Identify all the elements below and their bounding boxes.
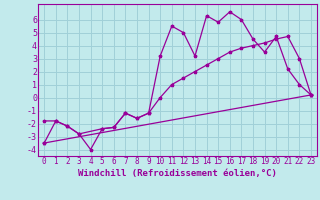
X-axis label: Windchill (Refroidissement éolien,°C): Windchill (Refroidissement éolien,°C) (78, 169, 277, 178)
